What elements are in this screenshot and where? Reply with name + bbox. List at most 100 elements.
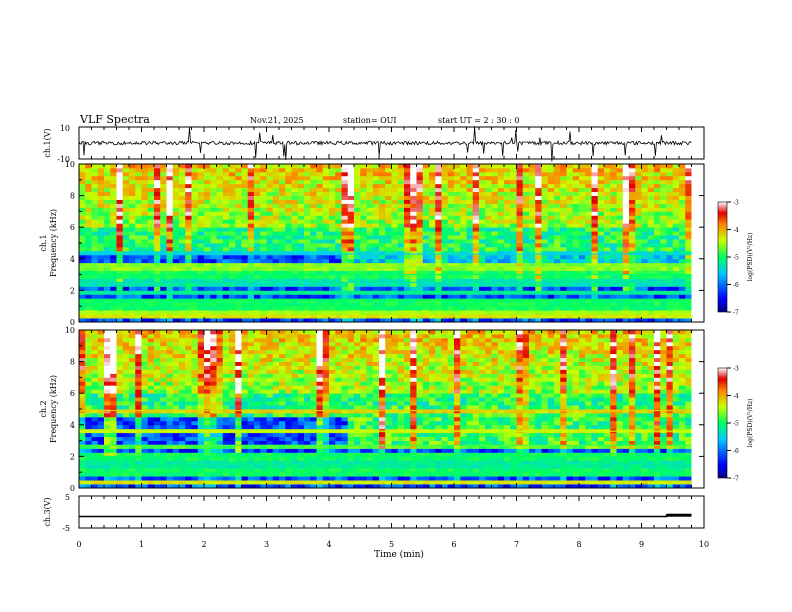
spectrogram-cell <box>222 337 230 343</box>
spectrogram-cell <box>485 239 492 244</box>
spectrogram-cell <box>329 318 336 323</box>
spectrogram-cell <box>479 243 486 248</box>
spectrogram-cell <box>497 294 505 299</box>
spectrogram-cell <box>110 258 117 264</box>
spectrogram-cell <box>241 286 249 291</box>
spectrogram-cell <box>229 164 236 169</box>
spectrogram-cell <box>104 223 111 228</box>
spectrogram-cell <box>679 231 686 236</box>
spectrogram-cell <box>429 235 436 240</box>
spectrogram-cell <box>291 219 299 224</box>
spectrogram-cell <box>472 262 480 268</box>
spectrogram-cell <box>279 211 286 216</box>
spectrogram-cell <box>591 254 599 260</box>
spectrogram-cell <box>585 266 592 272</box>
spectrogram-cell <box>260 195 267 200</box>
spectrogram-cell <box>435 243 442 248</box>
spectrogram-cell <box>485 164 492 169</box>
spectrogram-cell <box>216 164 224 169</box>
spectrogram-cell <box>172 353 180 359</box>
spectrogram-cell <box>566 278 574 283</box>
spectrogram-cell <box>104 318 111 323</box>
spectrogram-cell <box>166 250 174 256</box>
spectrogram-cell <box>304 274 311 279</box>
spectrogram-cell <box>191 223 199 228</box>
spectrogram-cell <box>660 211 667 216</box>
spectrogram-cell <box>616 211 624 216</box>
spectrogram-cell <box>297 187 305 193</box>
spectrogram-cell <box>116 373 124 378</box>
spectrogram-cell <box>504 183 511 189</box>
spectrogram-cell <box>79 444 86 449</box>
spectrogram-cell <box>179 270 186 275</box>
spectrogram-cell <box>435 266 442 272</box>
spectrogram-cell <box>654 207 661 212</box>
spectrogram-cell <box>285 207 292 212</box>
spectrogram-cell <box>660 282 667 287</box>
spectrogram-cell <box>354 195 361 200</box>
spectrogram-cell <box>585 167 592 173</box>
spectrogram-cell <box>629 175 636 181</box>
spectrogram-cell <box>235 191 242 196</box>
spectrogram-cell <box>235 227 242 232</box>
spectrogram-cell <box>91 333 99 339</box>
spectrogram-cell <box>579 219 586 224</box>
spectrogram-cell <box>216 227 224 232</box>
spectrogram-cell <box>291 199 299 204</box>
spectrogram-cell <box>397 270 405 275</box>
spectrogram-cell <box>129 175 136 181</box>
spectrogram-cell <box>116 258 124 264</box>
spectrogram-cell <box>672 171 680 177</box>
spectrogram-cell <box>266 302 274 307</box>
spectrogram-cell <box>279 239 286 244</box>
spectrogram-cell <box>110 341 117 347</box>
spectrogram-cell <box>372 246 380 252</box>
spectrogram-cell <box>122 436 130 441</box>
spectrogram-cell <box>585 164 592 169</box>
spectrogram-cell <box>185 294 192 299</box>
spectrogram-cell <box>216 377 224 382</box>
spectrogram-cell <box>210 215 217 220</box>
spectrogram-cell <box>135 250 142 256</box>
spectrogram-cell <box>510 239 517 244</box>
spectrogram-cell <box>310 290 317 295</box>
spectrogram-cell <box>172 432 180 438</box>
spectrogram-cell <box>141 179 149 185</box>
spectrogram-cell <box>416 231 424 236</box>
spectrogram-cell <box>154 357 161 362</box>
spectrogram-cell <box>191 330 199 335</box>
spectrogram-cell <box>135 361 142 366</box>
spectrogram-cell <box>166 278 174 283</box>
spectrogram-cell <box>229 286 236 291</box>
spectrogram-cell <box>166 468 174 473</box>
spectrogram-cell <box>172 203 180 208</box>
spectrogram-cell <box>304 171 311 177</box>
spectrogram-cell <box>441 243 449 248</box>
spectrogram-cell <box>572 199 580 204</box>
spectrogram-cell <box>466 199 474 204</box>
spectrogram-cell <box>172 211 180 216</box>
spectrogram-cell <box>447 203 455 208</box>
spectrogram-cell <box>110 369 117 374</box>
spectrogram-cell <box>685 219 692 224</box>
spectrogram-cell <box>160 397 167 402</box>
spectrogram-cell <box>197 175 205 181</box>
spectrogram-cell <box>604 278 611 283</box>
spectrogram-cell <box>185 282 192 287</box>
spectrogram-cell <box>235 381 242 386</box>
spectrogram-cell <box>235 440 242 445</box>
spectrogram-cell <box>197 266 205 272</box>
spectrogram-cell <box>104 381 111 386</box>
spectrogram-cell <box>129 330 136 335</box>
spectrogram-cell <box>341 270 349 275</box>
spectrogram-cell <box>422 235 430 240</box>
spectrogram-cell <box>85 436 92 441</box>
spectrogram-cell <box>135 207 142 212</box>
spectrogram-cell <box>279 167 286 173</box>
spectrogram-cell <box>222 167 230 173</box>
spectrogram-cell <box>122 345 130 351</box>
spectrogram-cell <box>391 290 399 295</box>
spectrogram-cell <box>529 258 536 264</box>
spectrogram-cell <box>447 258 455 264</box>
spectrogram-cell <box>166 223 174 228</box>
